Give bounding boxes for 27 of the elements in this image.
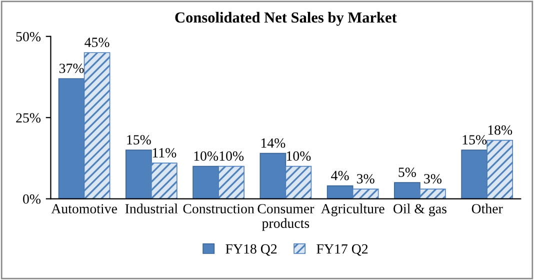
chart-title: Consolidated Net Sales by Market: [175, 12, 397, 26]
data-label: 15%: [462, 135, 487, 145]
data-label: 37%: [59, 64, 84, 74]
data-label: 11%: [152, 148, 176, 158]
legend-label: FY18 Q2: [226, 244, 277, 256]
x-tick-label: Industrial: [125, 204, 178, 214]
data-label: 4%: [331, 170, 349, 180]
x-tick-label: Construction: [183, 204, 254, 214]
data-label: 3%: [424, 174, 442, 184]
y-tick-label: 0%: [23, 194, 41, 204]
y-tick-label: 25%: [16, 113, 41, 123]
data-label: 45%: [84, 38, 110, 48]
x-tick-label: Consumer products: [258, 204, 314, 231]
data-label: 10%: [194, 151, 218, 161]
data-label: 10%: [220, 151, 244, 161]
x-tick-label: Automotive: [51, 204, 117, 214]
data-label: 18%: [488, 125, 512, 135]
legend-label: FY17 Q2: [316, 244, 368, 256]
x-tick-label: Agriculture: [320, 204, 384, 216]
x-tick-label: Other: [472, 204, 503, 214]
data-label: 10%: [286, 151, 311, 161]
data-label: 14%: [261, 138, 286, 148]
x-tick-label: Oil & gas: [394, 204, 446, 216]
y-tick-label: 50%: [16, 32, 41, 42]
data-label: 15%: [127, 135, 151, 145]
data-label: 5%: [398, 168, 416, 178]
data-label: 3%: [356, 174, 374, 184]
